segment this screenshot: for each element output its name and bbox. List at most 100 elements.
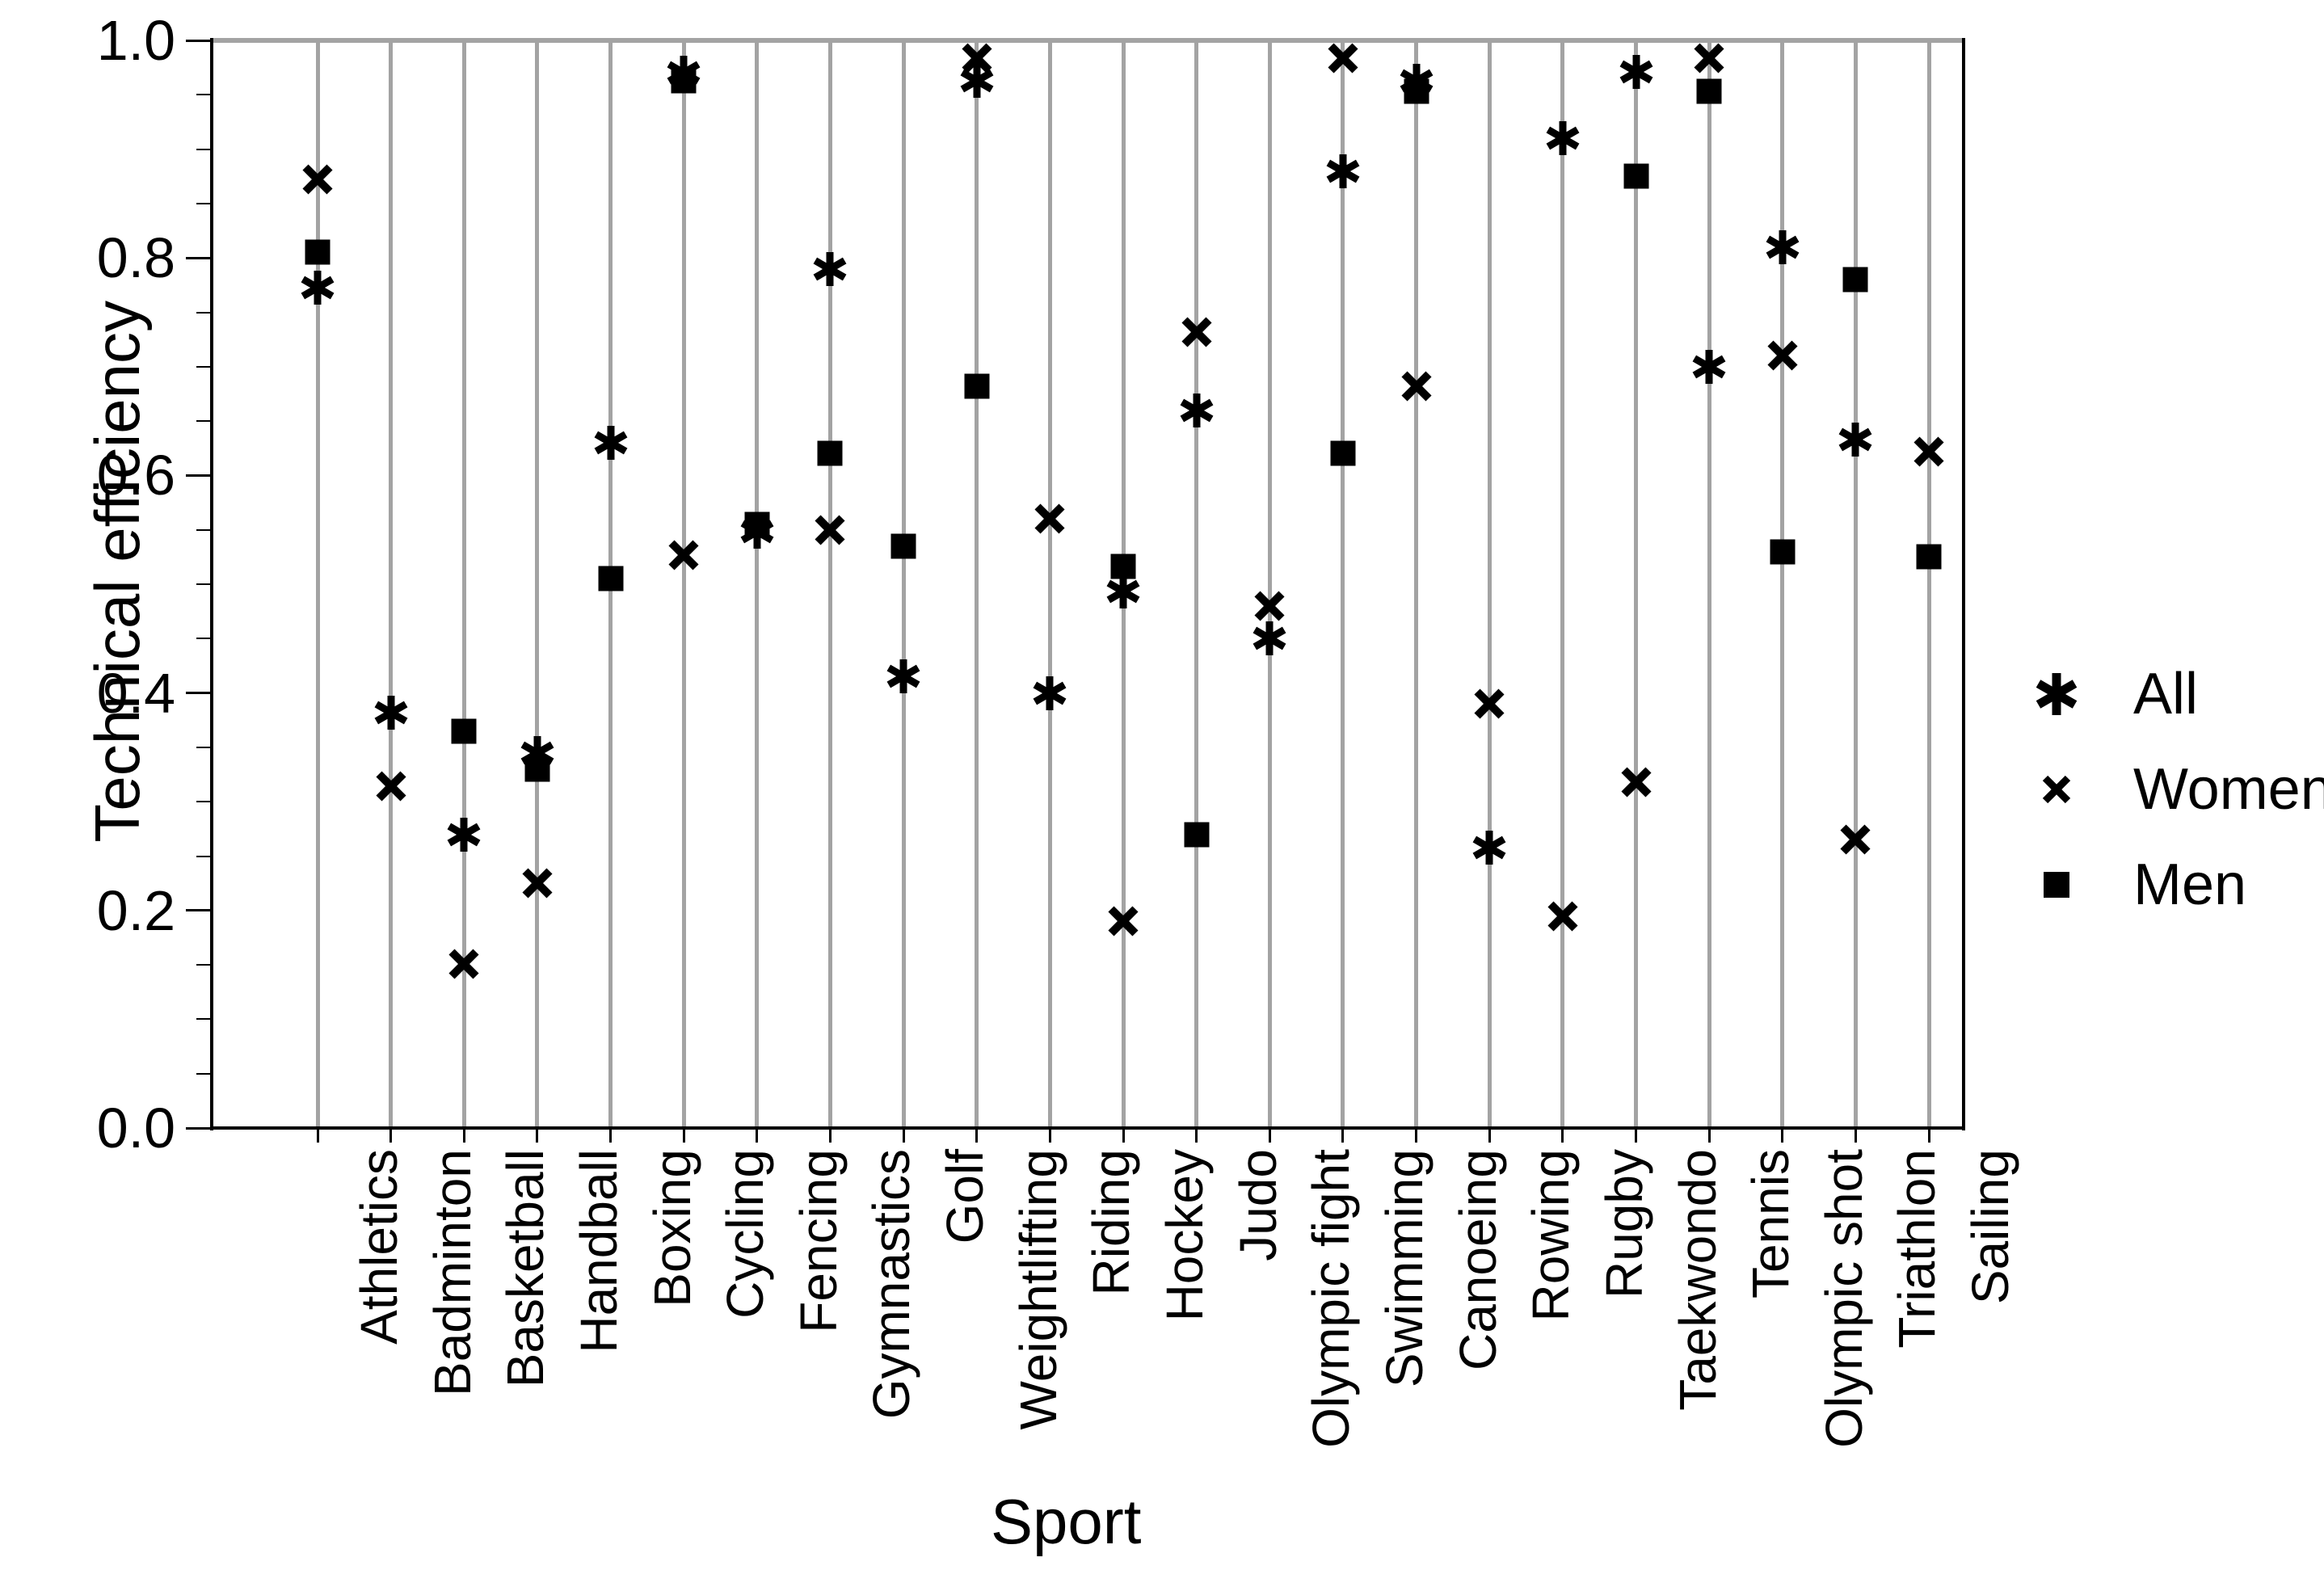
data-point-women bbox=[1908, 431, 1950, 477]
category-label: Tennis bbox=[1741, 1149, 1800, 1299]
category-label: Gymnastics bbox=[862, 1149, 921, 1420]
data-point-all bbox=[1248, 617, 1290, 663]
data-point-men bbox=[1102, 545, 1144, 591]
x-tick bbox=[1415, 1128, 1418, 1143]
x-tick bbox=[1268, 1128, 1271, 1143]
legend-label: Men bbox=[2133, 852, 2247, 917]
legend-item-all: All bbox=[2004, 646, 2324, 742]
data-point-all bbox=[1615, 51, 1657, 97]
data-point-all bbox=[1029, 672, 1071, 718]
y-tick-major bbox=[186, 692, 212, 695]
data-point-women bbox=[370, 765, 412, 811]
y-tick-label: 0.0 bbox=[96, 1096, 175, 1160]
data-point-women bbox=[1834, 819, 1876, 865]
x-tick bbox=[1048, 1128, 1051, 1143]
gridline bbox=[755, 40, 760, 1128]
data-point-all bbox=[1322, 150, 1364, 196]
gridline bbox=[1560, 40, 1565, 1128]
data-point-men bbox=[590, 558, 632, 604]
x-tick bbox=[1927, 1128, 1930, 1143]
gridline bbox=[389, 40, 394, 1128]
x-tick bbox=[536, 1128, 539, 1143]
data-point-men bbox=[516, 748, 558, 794]
x-tick bbox=[1195, 1128, 1198, 1143]
data-point-all bbox=[1834, 419, 1876, 465]
data-point-women bbox=[1102, 900, 1144, 946]
y-tick-minor bbox=[196, 528, 212, 531]
data-point-men bbox=[1834, 259, 1876, 305]
y-tick-label: 0.2 bbox=[96, 878, 175, 942]
gridline bbox=[1926, 40, 1931, 1128]
category-label: Golf bbox=[936, 1149, 995, 1244]
y-tick-label: 0.8 bbox=[96, 226, 175, 290]
data-point-men bbox=[297, 231, 339, 277]
y-tick-minor bbox=[196, 94, 212, 96]
data-point-women bbox=[297, 158, 339, 204]
y-axis-line bbox=[210, 38, 213, 1130]
category-label: Taekwondo bbox=[1668, 1149, 1727, 1411]
x-tick bbox=[828, 1128, 832, 1143]
x-tick bbox=[975, 1128, 979, 1143]
data-point-women bbox=[663, 534, 705, 580]
legend-item-men: Men bbox=[2004, 837, 2324, 932]
gridline bbox=[315, 40, 320, 1128]
y-tick-minor bbox=[196, 583, 212, 585]
x-tick bbox=[1635, 1128, 1638, 1143]
category-label: Fencing bbox=[789, 1149, 848, 1333]
plot-area bbox=[210, 37, 1965, 1130]
category-label: Basketball bbox=[496, 1149, 555, 1388]
x-tick bbox=[1781, 1128, 1784, 1143]
data-point-women bbox=[1176, 311, 1218, 357]
data-point-all bbox=[809, 248, 851, 294]
x-legend-icon bbox=[2004, 764, 2109, 815]
data-point-men bbox=[443, 710, 485, 756]
data-point-all bbox=[370, 692, 412, 738]
category-label: Rugby bbox=[1594, 1149, 1653, 1299]
data-point-all bbox=[1468, 827, 1510, 873]
category-label: Triathlon bbox=[1888, 1149, 1947, 1349]
data-point-all bbox=[443, 814, 485, 860]
data-point-women bbox=[516, 862, 558, 908]
x-tick bbox=[389, 1128, 393, 1143]
category-label: Sailing bbox=[1961, 1149, 2020, 1305]
y-tick-major bbox=[186, 256, 212, 259]
gridline bbox=[1634, 40, 1639, 1128]
data-point-all bbox=[1762, 226, 1804, 272]
data-point-men bbox=[1908, 536, 1950, 582]
data-point-women bbox=[1248, 585, 1290, 631]
data-point-all bbox=[956, 60, 998, 106]
y-tick-label: 0.4 bbox=[96, 661, 175, 725]
data-point-women bbox=[1322, 37, 1364, 83]
gridline bbox=[901, 40, 906, 1128]
y-tick-label: 1.0 bbox=[96, 9, 175, 72]
x-tick bbox=[316, 1128, 319, 1143]
y-tick-minor bbox=[196, 638, 212, 640]
gridline bbox=[1487, 40, 1492, 1128]
data-point-all bbox=[1176, 389, 1218, 436]
x-tick bbox=[682, 1128, 685, 1143]
category-label: Cycling bbox=[716, 1149, 775, 1319]
y-tick-minor bbox=[196, 964, 212, 966]
data-point-men bbox=[736, 503, 778, 549]
gridline bbox=[681, 40, 686, 1128]
data-point-women bbox=[443, 943, 485, 989]
category-label: Swimming bbox=[1375, 1149, 1434, 1388]
gridline bbox=[1267, 40, 1272, 1128]
y-tick-minor bbox=[196, 1072, 212, 1075]
data-point-men bbox=[956, 365, 998, 411]
y-tick-minor bbox=[196, 202, 212, 204]
x-tick bbox=[756, 1128, 759, 1143]
category-label: Handball bbox=[569, 1149, 628, 1353]
gridline bbox=[1194, 40, 1199, 1128]
data-point-women bbox=[1542, 895, 1584, 941]
data-point-men bbox=[1615, 155, 1657, 201]
data-point-all bbox=[297, 267, 339, 313]
category-label: Athletics bbox=[350, 1149, 408, 1345]
gridline bbox=[1341, 40, 1345, 1128]
gridline bbox=[1414, 40, 1419, 1128]
y-tick-minor bbox=[196, 420, 212, 423]
gridline bbox=[827, 40, 832, 1128]
data-point-all bbox=[1688, 346, 1730, 392]
gridline bbox=[1853, 40, 1858, 1128]
